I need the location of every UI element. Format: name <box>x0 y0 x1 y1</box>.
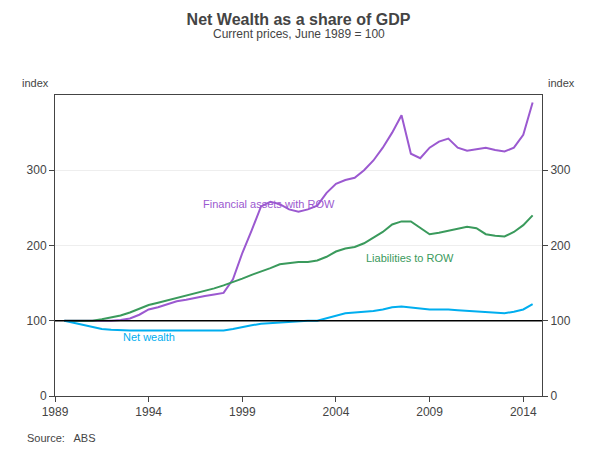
svg-text:Current prices, June 1989 = 10: Current prices, June 1989 = 100 <box>213 27 385 41</box>
svg-text:0: 0 <box>550 389 557 403</box>
svg-text:1989: 1989 <box>42 405 69 419</box>
svg-text:Financial assets with ROW: Financial assets with ROW <box>203 198 335 210</box>
svg-text:1994: 1994 <box>135 405 162 419</box>
svg-text:300: 300 <box>550 163 570 177</box>
svg-text:100: 100 <box>27 314 47 328</box>
svg-text:2004: 2004 <box>323 405 350 419</box>
svg-text:Source: ABS: Source: ABS <box>27 432 95 444</box>
svg-text:Net wealth: Net wealth <box>123 331 175 343</box>
svg-text:index: index <box>548 77 575 89</box>
svg-text:100: 100 <box>550 314 570 328</box>
svg-text:200: 200 <box>550 239 570 253</box>
svg-text:1999: 1999 <box>229 405 256 419</box>
svg-text:Net Wealth as a share of GDP: Net Wealth as a share of GDP <box>187 11 411 28</box>
svg-text:index: index <box>22 77 49 89</box>
svg-text:Liabilities to ROW: Liabilities to ROW <box>366 252 454 264</box>
svg-text:300: 300 <box>27 163 47 177</box>
svg-text:2014: 2014 <box>510 405 537 419</box>
svg-text:200: 200 <box>27 239 47 253</box>
svg-text:2009: 2009 <box>416 405 443 419</box>
svg-text:0: 0 <box>40 389 47 403</box>
